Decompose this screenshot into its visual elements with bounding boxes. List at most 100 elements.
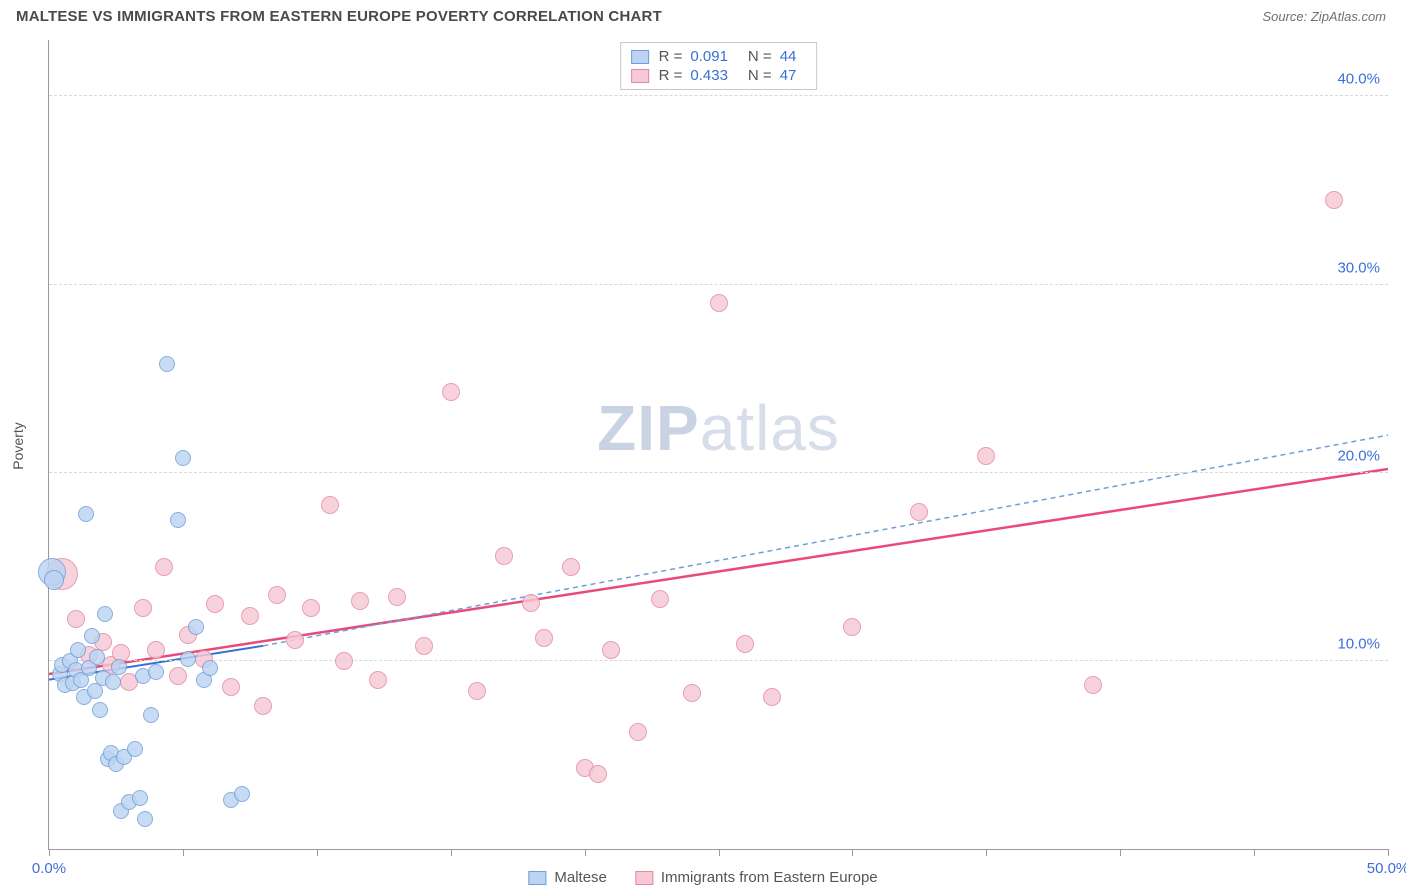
x-tick bbox=[986, 849, 987, 856]
legend-label-maltese: Maltese bbox=[554, 869, 607, 886]
stats-legend-box: R = 0.091 N = 44 R = 0.433 N = 47 bbox=[620, 42, 818, 90]
legend-item-immigrants: Immigrants from Eastern Europe bbox=[635, 869, 878, 886]
swatch-maltese bbox=[631, 50, 649, 64]
data-point-maltese bbox=[143, 707, 159, 723]
data-point-immigrants bbox=[302, 599, 320, 617]
r-label: R = bbox=[659, 48, 683, 65]
y-tick-label: 10.0% bbox=[1337, 635, 1380, 652]
legend-label-immigrants: Immigrants from Eastern Europe bbox=[661, 869, 878, 886]
data-point-immigrants bbox=[843, 618, 861, 636]
data-point-immigrants bbox=[134, 599, 152, 617]
x-tick bbox=[852, 849, 853, 856]
x-tick bbox=[585, 849, 586, 856]
data-point-maltese bbox=[105, 674, 121, 690]
data-point-immigrants bbox=[495, 547, 513, 565]
data-point-immigrants bbox=[241, 607, 259, 625]
stats-row-maltese: R = 0.091 N = 44 bbox=[631, 47, 807, 66]
data-point-immigrants bbox=[910, 503, 928, 521]
data-point-immigrants bbox=[651, 590, 669, 608]
data-point-immigrants bbox=[977, 447, 995, 465]
swatch-immigrants bbox=[631, 69, 649, 83]
n-label: N = bbox=[748, 48, 772, 65]
n-value-maltese: 44 bbox=[780, 48, 797, 65]
data-point-immigrants bbox=[286, 631, 304, 649]
x-tick bbox=[451, 849, 452, 856]
data-point-immigrants bbox=[67, 610, 85, 628]
data-point-maltese bbox=[127, 741, 143, 757]
data-point-maltese bbox=[202, 660, 218, 676]
data-point-maltese bbox=[44, 570, 64, 590]
stats-row-immigrants: R = 0.433 N = 47 bbox=[631, 66, 807, 85]
data-point-immigrants bbox=[1084, 676, 1102, 694]
data-point-maltese bbox=[97, 606, 113, 622]
data-point-maltese bbox=[159, 356, 175, 372]
gridline bbox=[49, 95, 1388, 96]
x-tick-label: 0.0% bbox=[32, 860, 66, 877]
data-point-immigrants bbox=[710, 294, 728, 312]
r-label: R = bbox=[659, 67, 683, 84]
data-point-immigrants bbox=[468, 682, 486, 700]
x-tick bbox=[1254, 849, 1255, 856]
data-point-maltese bbox=[137, 811, 153, 827]
gridline bbox=[49, 472, 1388, 473]
data-point-maltese bbox=[132, 790, 148, 806]
data-point-immigrants bbox=[763, 688, 781, 706]
x-tick-label: 50.0% bbox=[1367, 860, 1406, 877]
data-point-maltese bbox=[180, 651, 196, 667]
n-value-immigrants: 47 bbox=[780, 67, 797, 84]
data-point-immigrants bbox=[522, 594, 540, 612]
chart-plot-area: ZIPatlas R = 0.091 N = 44 R = 0.433 N = … bbox=[48, 40, 1388, 850]
data-point-immigrants bbox=[254, 697, 272, 715]
y-tick-label: 20.0% bbox=[1337, 447, 1380, 464]
data-point-immigrants bbox=[155, 558, 173, 576]
data-point-maltese bbox=[78, 506, 94, 522]
data-point-immigrants bbox=[351, 592, 369, 610]
data-point-maltese bbox=[111, 659, 127, 675]
data-point-maltese bbox=[89, 649, 105, 665]
source-label: Source: ZipAtlas.com bbox=[1262, 9, 1386, 24]
data-point-maltese bbox=[92, 702, 108, 718]
data-point-immigrants bbox=[535, 629, 553, 647]
data-point-immigrants bbox=[388, 588, 406, 606]
x-tick bbox=[183, 849, 184, 856]
data-point-immigrants bbox=[683, 684, 701, 702]
data-point-maltese bbox=[188, 619, 204, 635]
data-point-maltese bbox=[84, 628, 100, 644]
data-point-immigrants bbox=[1325, 191, 1343, 209]
data-point-immigrants bbox=[369, 671, 387, 689]
r-value-immigrants: 0.433 bbox=[690, 67, 728, 84]
x-tick bbox=[1388, 849, 1389, 856]
x-tick bbox=[1120, 849, 1121, 856]
data-point-immigrants bbox=[222, 678, 240, 696]
swatch-immigrants bbox=[635, 871, 653, 885]
data-point-immigrants bbox=[321, 496, 339, 514]
data-point-maltese bbox=[148, 664, 164, 680]
data-point-immigrants bbox=[602, 641, 620, 659]
data-point-immigrants bbox=[206, 595, 224, 613]
x-tick bbox=[49, 849, 50, 856]
data-point-maltese bbox=[70, 642, 86, 658]
data-point-immigrants bbox=[442, 383, 460, 401]
data-point-maltese bbox=[170, 512, 186, 528]
data-point-maltese bbox=[175, 450, 191, 466]
gridline bbox=[49, 660, 1388, 661]
gridline bbox=[49, 284, 1388, 285]
x-tick bbox=[719, 849, 720, 856]
x-tick bbox=[317, 849, 318, 856]
r-value-maltese: 0.091 bbox=[690, 48, 728, 65]
data-point-immigrants bbox=[335, 652, 353, 670]
n-label: N = bbox=[748, 67, 772, 84]
data-point-immigrants bbox=[169, 667, 187, 685]
y-tick-label: 40.0% bbox=[1337, 71, 1380, 88]
data-point-immigrants bbox=[562, 558, 580, 576]
data-point-immigrants bbox=[268, 586, 286, 604]
y-axis-label: Poverty bbox=[10, 422, 26, 469]
data-point-maltese bbox=[234, 786, 250, 802]
data-point-immigrants bbox=[415, 637, 433, 655]
swatch-maltese bbox=[528, 871, 546, 885]
watermark: ZIPatlas bbox=[597, 391, 840, 465]
legend-item-maltese: Maltese bbox=[528, 869, 607, 886]
chart-title: MALTESE VS IMMIGRANTS FROM EASTERN EUROP… bbox=[16, 8, 662, 25]
data-point-immigrants bbox=[736, 635, 754, 653]
y-tick-label: 30.0% bbox=[1337, 259, 1380, 276]
